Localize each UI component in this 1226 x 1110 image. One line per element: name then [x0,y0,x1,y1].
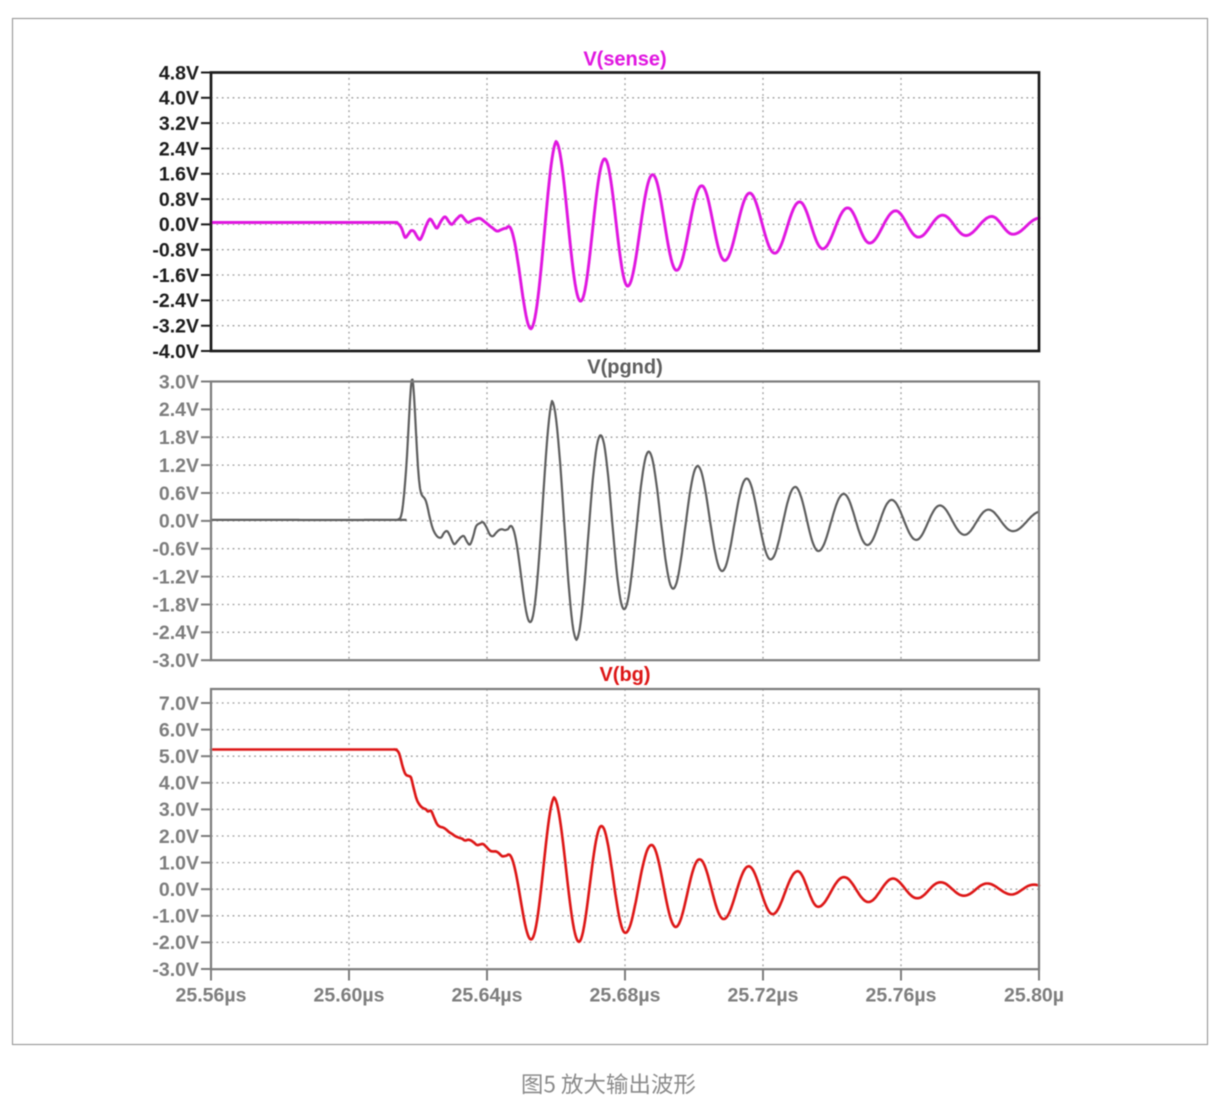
svg-text:25.76µs: 25.76µs [866,984,937,1006]
svg-text:1.2V: 1.2V [159,455,199,477]
svg-text:25.64µs: 25.64µs [452,984,523,1006]
svg-text:7.0V: 7.0V [159,693,199,715]
svg-text:0.0V: 0.0V [159,879,199,901]
svg-text:1.8V: 1.8V [159,427,199,449]
svg-text:-1.6V: -1.6V [152,265,199,287]
svg-text:-3.0V: -3.0V [152,959,199,981]
svg-text:3.2V: 3.2V [159,113,199,135]
svg-text:-2.4V: -2.4V [152,290,199,312]
svg-text:-0.6V: -0.6V [152,539,199,561]
svg-text:V(sense): V(sense) [583,48,666,70]
svg-text:-2.4V: -2.4V [152,622,199,644]
svg-text:-3.2V: -3.2V [152,316,199,338]
svg-text:4.0V: 4.0V [159,773,199,795]
svg-text:4.0V: 4.0V [159,88,199,110]
svg-text:2.4V: 2.4V [159,138,199,160]
svg-text:-4.0V: -4.0V [152,341,199,363]
svg-text:2.4V: 2.4V [159,399,199,421]
svg-text:0.0V: 0.0V [159,511,199,533]
svg-text:-1.2V: -1.2V [152,566,199,588]
svg-text:5.0V: 5.0V [159,746,199,768]
svg-text:-1.0V: -1.0V [152,906,199,928]
svg-text:1.6V: 1.6V [159,164,199,186]
svg-text:25.80µ: 25.80µ [1004,984,1064,1006]
svg-text:0.6V: 0.6V [159,483,199,505]
svg-text:25.56µs: 25.56µs [176,984,247,1006]
svg-text:V(bg): V(bg) [599,664,650,686]
svg-text:0.0V: 0.0V [159,214,199,236]
svg-text:4.8V: 4.8V [159,62,199,84]
svg-text:-3.0V: -3.0V [152,650,199,672]
svg-text:25.68µs: 25.68µs [590,984,661,1006]
svg-text:1.0V: 1.0V [159,852,199,874]
svg-text:-2.0V: -2.0V [152,932,199,954]
svg-text:-0.8V: -0.8V [152,240,199,262]
svg-text:3.0V: 3.0V [159,799,199,821]
svg-text:25.60µs: 25.60µs [314,984,385,1006]
svg-text:25.72µs: 25.72µs [728,984,799,1006]
svg-text:6.0V: 6.0V [159,719,199,741]
svg-text:-1.8V: -1.8V [152,594,199,616]
svg-text:V(pgnd): V(pgnd) [587,357,663,379]
svg-text:0.8V: 0.8V [159,189,199,211]
svg-text:3.0V: 3.0V [159,371,199,393]
svg-text:2.0V: 2.0V [159,826,199,848]
